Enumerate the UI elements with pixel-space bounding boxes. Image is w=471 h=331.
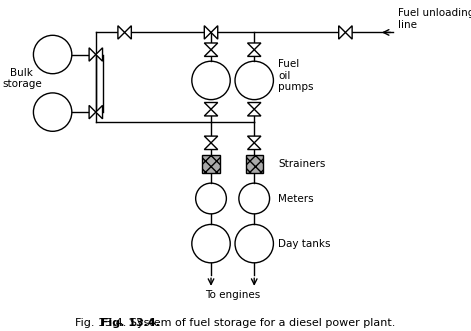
Text: Bulk
storage: Bulk storage [2,68,42,89]
Polygon shape [204,136,218,143]
Polygon shape [247,43,261,50]
Bar [203,155,219,172]
Polygon shape [211,26,218,39]
Polygon shape [204,26,211,39]
Polygon shape [204,109,218,116]
Polygon shape [89,48,96,61]
Polygon shape [247,136,261,143]
Text: Fig. 13.4.: Fig. 13.4. [101,318,160,328]
Text: To engines: To engines [205,290,260,300]
Text: Fig. 13.4. System of fuel storage for a diesel power plant.: Fig. 13.4. System of fuel storage for a … [75,318,396,328]
Polygon shape [247,109,261,116]
Text: Day tanks: Day tanks [278,239,331,249]
Polygon shape [89,105,96,119]
Polygon shape [125,26,131,39]
Polygon shape [204,50,218,56]
Polygon shape [247,103,261,109]
Text: Fuel unloading
line: Fuel unloading line [398,8,471,30]
Polygon shape [345,26,352,39]
Polygon shape [339,26,345,39]
Polygon shape [204,143,218,150]
Text: Meters: Meters [278,194,314,204]
Text: Fuel
oil
pumps: Fuel oil pumps [278,59,314,92]
Text: Strainers: Strainers [278,159,325,169]
Polygon shape [204,103,218,109]
Polygon shape [247,143,261,150]
Polygon shape [96,48,103,61]
Polygon shape [118,26,125,39]
Bar [245,155,263,172]
Polygon shape [204,43,218,50]
Polygon shape [247,50,261,56]
Polygon shape [96,105,103,119]
